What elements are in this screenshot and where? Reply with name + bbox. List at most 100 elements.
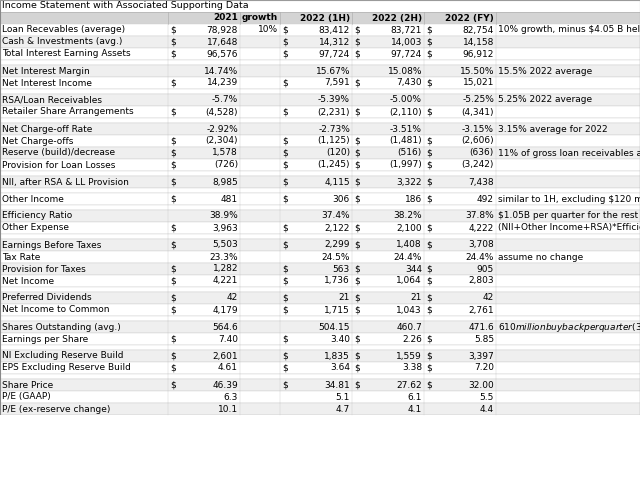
Bar (0, 321, 640, 333)
Text: Tax Rate: Tax Rate (2, 252, 40, 261)
Text: 2,122: 2,122 (324, 224, 350, 233)
Text: 6.3: 6.3 (223, 392, 238, 401)
Text: -2.73%: -2.73% (318, 124, 350, 133)
Text: Loan Recevables (average): Loan Recevables (average) (2, 25, 125, 35)
Text: $: $ (170, 224, 176, 233)
Text: 1,408: 1,408 (396, 241, 422, 249)
Text: 7,438: 7,438 (468, 178, 494, 186)
Bar (0, 275, 640, 287)
Text: $: $ (170, 50, 176, 59)
Text: $: $ (354, 161, 360, 170)
Text: (1,245): (1,245) (317, 161, 350, 170)
Text: 2,601: 2,601 (212, 352, 238, 361)
Text: 1,559: 1,559 (396, 352, 422, 361)
Text: $: $ (426, 306, 432, 314)
Text: 24.4%: 24.4% (394, 252, 422, 261)
Text: 4.7: 4.7 (336, 405, 350, 414)
Text: $: $ (170, 38, 176, 47)
Text: $: $ (170, 241, 176, 249)
Bar (0, 159, 640, 171)
Text: -5.7%: -5.7% (212, 96, 238, 105)
Text: $: $ (426, 38, 432, 47)
Text: 15.50%: 15.50% (460, 66, 494, 75)
Text: 1,715: 1,715 (324, 306, 350, 314)
Text: $: $ (282, 50, 288, 59)
Text: $: $ (170, 78, 176, 87)
Text: 23.3%: 23.3% (209, 252, 238, 261)
Text: Preferred Dividends: Preferred Dividends (2, 294, 92, 303)
Text: 14.74%: 14.74% (204, 66, 238, 75)
Text: $: $ (426, 276, 432, 286)
Text: 3.64: 3.64 (330, 364, 350, 372)
Text: 481: 481 (221, 194, 238, 203)
Text: 83,412: 83,412 (319, 25, 350, 35)
Text: 14,003: 14,003 (390, 38, 422, 47)
Text: 96,576: 96,576 (207, 50, 238, 59)
Text: 3,708: 3,708 (468, 241, 494, 249)
Text: (1,997): (1,997) (389, 161, 422, 170)
Text: 24.5%: 24.5% (321, 252, 350, 261)
Text: $: $ (170, 364, 176, 372)
Text: $: $ (426, 224, 432, 233)
Bar (0, 89, 640, 94)
Text: 563: 563 (333, 264, 350, 273)
Text: 46.39: 46.39 (212, 380, 238, 389)
Text: 1,064: 1,064 (396, 276, 422, 286)
Text: (636): (636) (470, 148, 494, 158)
Text: 2,299: 2,299 (324, 241, 350, 249)
Text: 37.8%: 37.8% (465, 211, 494, 221)
Text: Income Statement with Associated Supporting Data: Income Statement with Associated Support… (2, 1, 248, 10)
Text: $: $ (282, 294, 288, 303)
Bar (0, 239, 640, 251)
Text: 15.5% 2022 average: 15.5% 2022 average (498, 66, 592, 75)
Bar (0, 222, 640, 234)
Text: (3,242): (3,242) (461, 161, 494, 170)
Bar (0, 60, 640, 65)
Text: 3,963: 3,963 (212, 224, 238, 233)
Text: 1,578: 1,578 (212, 148, 238, 158)
Bar (0, 94, 640, 106)
Text: $: $ (354, 334, 360, 344)
Text: Provision for Loan Losses: Provision for Loan Losses (2, 161, 115, 170)
Text: (4,341): (4,341) (461, 108, 494, 117)
Bar (0, 205, 640, 210)
Text: 306: 306 (333, 194, 350, 203)
Text: 10% growth, minus $4.05 B held for sale assets: 10% growth, minus $4.05 B held for sale … (498, 25, 640, 35)
Text: $: $ (282, 194, 288, 203)
Bar (0, 333, 640, 345)
Text: $: $ (282, 364, 288, 372)
Text: similar to 1H, excluding $120 million gain on loans held for sale: similar to 1H, excluding $120 million ga… (498, 194, 640, 203)
Bar (0, 106, 640, 118)
Text: 1,736: 1,736 (324, 276, 350, 286)
Text: growth: growth (242, 13, 278, 22)
Text: $: $ (354, 38, 360, 47)
Text: 4.1: 4.1 (408, 405, 422, 414)
Text: 42: 42 (227, 294, 238, 303)
Text: 4.4: 4.4 (480, 405, 494, 414)
Text: NI Excluding Reserve Build: NI Excluding Reserve Build (2, 352, 124, 361)
Text: $: $ (426, 50, 432, 59)
Text: $: $ (282, 78, 288, 87)
Text: $: $ (170, 161, 176, 170)
Text: $610 million buyback per quarter ($3.1 B authorized through 6/2023): $610 million buyback per quarter ($3.1 B… (498, 320, 640, 333)
Text: Retailer Share Arrangements: Retailer Share Arrangements (2, 108, 134, 117)
Text: 2.26: 2.26 (402, 334, 422, 344)
Text: EPS Excluding Reserve Build: EPS Excluding Reserve Build (2, 364, 131, 372)
Text: $: $ (426, 78, 432, 87)
Text: $: $ (170, 25, 176, 35)
Text: 4.61: 4.61 (218, 364, 238, 372)
Text: -5.00%: -5.00% (390, 96, 422, 105)
Text: $: $ (426, 294, 432, 303)
Text: 7,591: 7,591 (324, 78, 350, 87)
Text: Shares Outstanding (avg.): Shares Outstanding (avg.) (2, 322, 121, 331)
Bar (0, 362, 640, 374)
Text: $: $ (354, 178, 360, 186)
Text: P/E (ex-reserve change): P/E (ex-reserve change) (2, 405, 110, 414)
Text: 1,043: 1,043 (396, 306, 422, 314)
Text: $: $ (426, 25, 432, 35)
Text: 460.7: 460.7 (396, 322, 422, 331)
Bar (0, 316, 640, 321)
Text: (1,125): (1,125) (317, 136, 350, 145)
Text: 4,115: 4,115 (324, 178, 350, 186)
Text: -5.39%: -5.39% (318, 96, 350, 105)
